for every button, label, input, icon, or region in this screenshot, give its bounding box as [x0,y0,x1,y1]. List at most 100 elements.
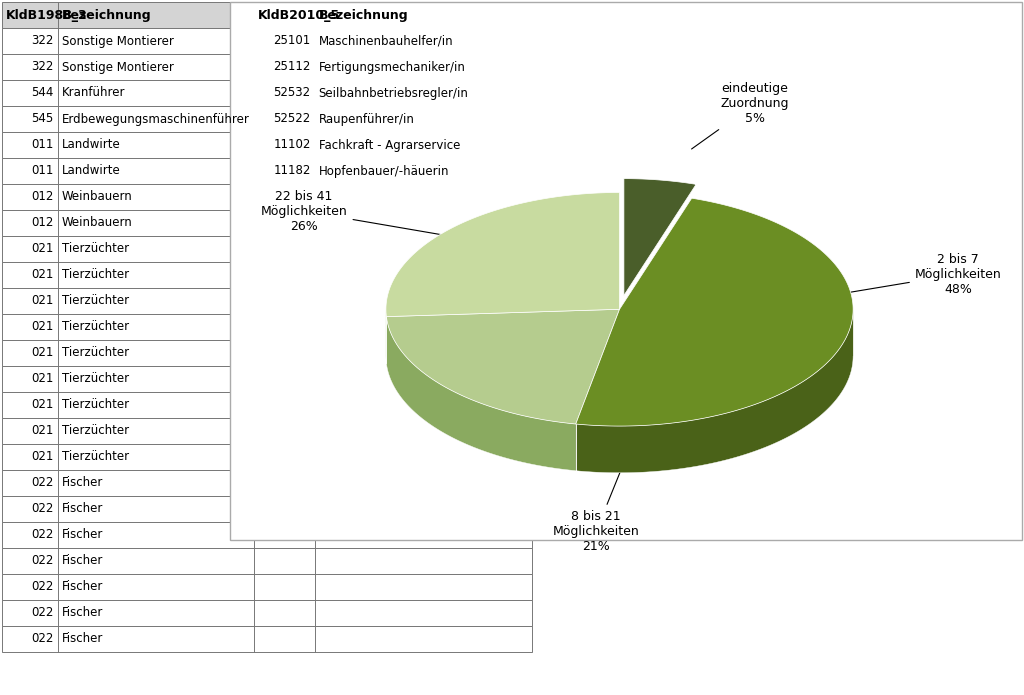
Bar [2,106,532,132]
Text: Landwirte: Landwirte [61,165,121,177]
Text: Tierzüchter: Tierzüchter [61,268,129,281]
Text: 021: 021 [32,243,53,256]
Bar [2,54,532,80]
Text: Raupenführer/in: Raupenführer/in [318,113,415,126]
Polygon shape [575,309,853,473]
Bar [2,288,532,314]
Polygon shape [624,179,696,295]
Text: KldB1988_3: KldB1988_3 [6,8,88,22]
Text: Maschinenbauhelfer/in: Maschinenbauhelfer/in [318,35,454,47]
Text: Weinbauern: Weinbauern [61,217,132,229]
Bar [2,184,532,210]
Text: 012: 012 [32,190,53,204]
Bar [2,80,532,106]
Text: 022: 022 [32,580,53,594]
Text: 021: 021 [32,398,53,411]
Text: 021: 021 [32,268,53,281]
Text: Sonstige Montierer: Sonstige Montierer [61,60,173,74]
Text: Sonstige Montierer: Sonstige Montierer [61,35,173,47]
Bar [230,2,1022,540]
Text: 544: 544 [32,86,53,99]
Text: Tierzüchter: Tierzüchter [61,295,129,307]
Text: 11182: 11182 [273,165,310,177]
Bar [2,366,532,392]
Text: 322: 322 [32,60,53,74]
Text: 022: 022 [32,477,53,489]
Text: 2 bis 7
Möglichkeiten
48%: 2 bis 7 Möglichkeiten 48% [821,253,1001,297]
Bar [2,132,532,158]
Text: 021: 021 [32,450,53,464]
Text: KldB2010_5: KldB2010_5 [258,8,340,22]
Text: Seilbahnbetriebsregler/in: Seilbahnbetriebsregler/in [318,86,469,99]
Text: Fischer: Fischer [61,528,103,541]
Text: Fischer: Fischer [61,607,103,619]
Text: Fischer: Fischer [61,580,103,594]
Text: 021: 021 [32,320,53,334]
Bar [2,392,532,418]
Text: 011: 011 [32,138,53,152]
Bar [2,314,532,340]
Bar [2,600,532,626]
Polygon shape [386,193,620,317]
Bar [2,574,532,600]
Polygon shape [386,309,620,424]
Polygon shape [386,317,575,471]
Bar [2,548,532,574]
Bar [2,496,532,522]
Bar [2,626,532,652]
Bar [2,210,532,236]
Text: 021: 021 [32,295,53,307]
Text: 021: 021 [32,373,53,386]
Text: 021: 021 [32,347,53,359]
Text: Landwirte: Landwirte [61,138,121,152]
Text: 022: 022 [32,555,53,568]
Text: Tierzüchter: Tierzüchter [61,425,129,437]
Text: Tierzüchter: Tierzüchter [61,243,129,256]
Text: Tierzüchter: Tierzüchter [61,320,129,334]
Text: 8 bis 21
Möglichkeiten
21%: 8 bis 21 Möglichkeiten 21% [553,448,640,553]
Text: Tierzüchter: Tierzüchter [61,373,129,386]
Text: 022: 022 [32,502,53,516]
Text: Tierzüchter: Tierzüchter [61,347,129,359]
Text: 52532: 52532 [273,86,310,99]
Bar [2,262,532,288]
Bar [2,444,532,470]
Polygon shape [575,198,853,426]
Text: Fachkraft - Agrarservice: Fachkraft - Agrarservice [318,138,460,152]
Text: Bezeichnung: Bezeichnung [318,8,409,22]
Text: 021: 021 [32,425,53,437]
Text: Fischer: Fischer [61,555,103,568]
Text: Fertigungsmechaniker/in: Fertigungsmechaniker/in [318,60,466,74]
Text: 322: 322 [32,35,53,47]
Bar [2,340,532,366]
Text: Tierzüchter: Tierzüchter [61,450,129,464]
Bar [2,2,532,28]
Text: 011: 011 [32,165,53,177]
Text: 022: 022 [32,632,53,646]
Bar [2,158,532,184]
Bar [2,522,532,548]
Text: 545: 545 [32,113,53,126]
Bar [2,28,532,54]
Text: Tierzüchter: Tierzüchter [61,398,129,411]
Bar [2,236,532,262]
Text: Erdbewegungsmaschinenführer: Erdbewegungsmaschinenführer [61,113,250,126]
Text: 022: 022 [32,528,53,541]
Text: 11102: 11102 [273,138,310,152]
Text: 22 bis 41
Möglichkeiten
26%: 22 bis 41 Möglichkeiten 26% [261,190,465,238]
Text: Hopfenbauer/-häuerin: Hopfenbauer/-häuerin [318,165,450,177]
Text: eindeutige
Zuordnung
5%: eindeutige Zuordnung 5% [691,82,790,149]
Text: Fischer: Fischer [61,477,103,489]
Bar [2,470,532,496]
Text: Fischer: Fischer [61,632,103,646]
Text: Fischer: Fischer [61,502,103,516]
Bar [2,418,532,444]
Text: Weinbauern: Weinbauern [61,190,132,204]
Text: 022: 022 [32,607,53,619]
Text: 012: 012 [32,217,53,229]
Text: 52522: 52522 [273,113,310,126]
Text: 25101: 25101 [273,35,310,47]
Text: Bezeichnung: Bezeichnung [61,8,152,22]
Text: 25112: 25112 [273,60,310,74]
Text: Kranführer: Kranführer [61,86,125,99]
